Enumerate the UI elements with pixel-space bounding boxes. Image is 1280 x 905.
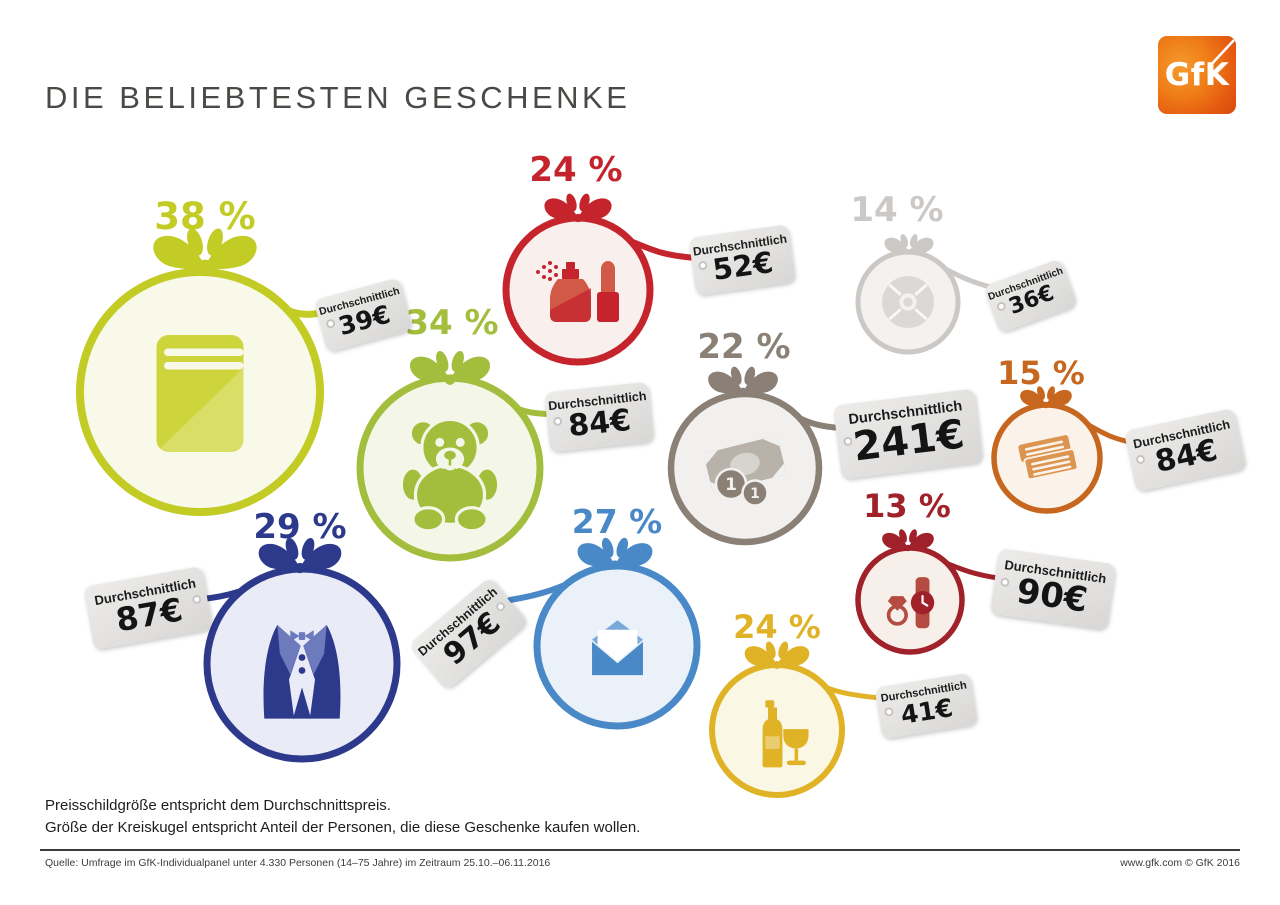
gift-books-ornament [76, 228, 329, 516]
gift-money-percent: 22 % [697, 327, 791, 367]
tag-price: 90€ [1014, 570, 1090, 621]
teddy-bear-icon [399, 417, 501, 533]
bow-icon [708, 366, 778, 397]
gift-jewelry-percent: 13 % [863, 487, 951, 525]
bow-icon [744, 641, 810, 669]
cd-icon [882, 276, 934, 328]
gfk-logo: GfK [1158, 36, 1236, 114]
bow-icon [884, 234, 934, 256]
svg-text:1: 1 [725, 475, 737, 495]
source-text: Quelle: Umfrage im GfK-Individualpanel u… [45, 857, 551, 869]
tag-price: 241€ [850, 411, 967, 472]
gift-tickets-percent: 15 % [997, 354, 1085, 392]
gift-books-percent: 38 % [154, 195, 256, 238]
gift-money-ornament: 1 1 [667, 366, 846, 546]
legend-note-size: Größe der Kreiskugel entspricht Anteil d… [45, 818, 641, 836]
gift-wine-percent: 24 % [733, 608, 821, 646]
tag-price: 84€ [566, 402, 633, 444]
gift-envelope-percent: 27 % [571, 502, 663, 541]
footer-divider [40, 849, 1240, 851]
gift-cd-percent: 14 % [850, 190, 944, 230]
gift-perfume-ornament [502, 193, 701, 366]
bow-icon [544, 193, 612, 223]
gift-perfume-percent: 24 % [529, 150, 623, 190]
bow-icon [409, 350, 491, 385]
page-title: DIE BELIEBTESTEN GESCHENKE [45, 80, 631, 115]
ring-watch-icon [886, 577, 935, 629]
legend-note-price: Preisschildgröße entspricht dem Durchsch… [45, 797, 391, 814]
perfume-lipstick-icon [536, 261, 619, 322]
gift-wine-ornament [709, 641, 885, 798]
bow-icon [1020, 386, 1072, 409]
tag-price: 41€ [898, 693, 955, 731]
tag-price: 52€ [710, 244, 776, 287]
logo-slash-icon [1207, 39, 1235, 69]
tag-price: 87€ [112, 590, 186, 640]
money-icon: 1 1 [703, 435, 787, 507]
bow-icon [153, 228, 257, 273]
gift-tickets-ornament [991, 386, 1138, 514]
gift-suit-ornament [200, 538, 401, 763]
gift-suit-percent: 29 % [253, 507, 347, 547]
book-icon [156, 335, 244, 452]
gift-cd-ornament [855, 234, 997, 355]
gfk-logo-text: GfK [1164, 57, 1230, 93]
gift-teddy-ornament [356, 350, 556, 562]
bow-icon [577, 537, 653, 570]
bow-icon [882, 529, 934, 552]
svg-text:1: 1 [750, 486, 760, 502]
bottle-glass-icon [762, 700, 809, 768]
tickets-icon [1018, 435, 1079, 481]
gift-teddy-price-tag: Durchschnittlich 84€ [544, 381, 654, 453]
gift-envelope-ornament [507, 537, 701, 730]
bow-icon [258, 538, 342, 574]
gift-jewelry-ornament [855, 529, 1001, 655]
legend-notes: Preisschildgröße entspricht dem Durchsch… [45, 795, 640, 839]
footer-right-text: www.gfk.com © GfK 2016 [1120, 857, 1240, 869]
suit-icon [263, 625, 341, 719]
envelope-icon [590, 620, 645, 677]
gift-teddy-percent: 34 % [405, 303, 499, 343]
